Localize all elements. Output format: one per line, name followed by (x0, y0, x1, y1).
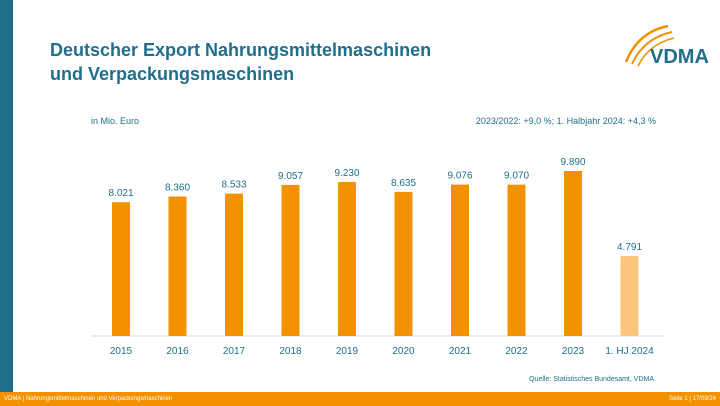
unit-label: in Mio. Euro (91, 116, 139, 126)
bar-2016 (168, 196, 187, 336)
value-label: 9.057 (278, 171, 303, 182)
value-label: 8.360 (165, 183, 190, 194)
category-label: 2016 (166, 346, 189, 357)
bar-2020 (394, 191, 413, 336)
bar-2021 (451, 184, 469, 336)
title-line-2: und Verpackungsmaschinen (50, 64, 295, 84)
bar-2017 (225, 193, 243, 336)
category-label: 2023 (562, 346, 585, 357)
page-title: Deutscher Export Nahrungsmittelmaschinen… (50, 38, 510, 86)
category-label: 2018 (279, 346, 302, 357)
category-label: 2022 (505, 346, 528, 357)
footer-bar: VDMA | Nahrungsmittelmaschinen und Verpa… (0, 392, 720, 406)
logo-text: VDMA (650, 46, 709, 68)
bar-chart: in Mio. Euro 2023/2022: +9,0 %; 1. Halbj… (91, 116, 664, 383)
bar-2023 (564, 171, 582, 336)
footer-left-text: VDMA | Nahrungsmittelmaschinen und Verpa… (4, 396, 173, 402)
category-label: 2019 (336, 346, 359, 357)
bar-2015 (112, 202, 130, 336)
value-label: 4.791 (617, 242, 642, 253)
category-label: 2017 (223, 346, 246, 357)
left-accent-bar (0, 0, 13, 392)
bar-1-hj-2024 (620, 256, 639, 336)
value-label: 9.230 (334, 168, 359, 179)
category-label: 1. HJ 2024 (605, 346, 654, 357)
value-label: 8.021 (108, 188, 133, 199)
category-label: 2020 (392, 346, 415, 357)
bar-2018 (281, 184, 300, 336)
bar-2019 (338, 182, 356, 336)
source-note: Quelle: Statistisches Bundesamt, VDMA (529, 376, 654, 383)
value-label: 8.635 (391, 178, 416, 189)
title-line-1: Deutscher Export Nahrungsmittelmaschinen (50, 40, 432, 60)
category-label: 2015 (110, 346, 133, 357)
bars-group: 8.021 2015 8.360 2016 8.533 2017 9.057 2018 9.23… (108, 157, 654, 357)
footer-right-text: Seite 1 | 17/09/24 (669, 396, 716, 402)
bar-2022 (507, 184, 526, 336)
value-label: 9.076 (447, 171, 472, 182)
growth-annotation: 2023/2022: +9,0 %; 1. Halbjahr 2024: +4,… (476, 116, 656, 126)
value-label: 9.890 (560, 157, 585, 168)
category-label: 2021 (449, 346, 472, 357)
value-label: 9.070 (504, 171, 529, 182)
value-label: 8.533 (221, 180, 246, 191)
vdma-logo: VDMA (624, 24, 709, 68)
